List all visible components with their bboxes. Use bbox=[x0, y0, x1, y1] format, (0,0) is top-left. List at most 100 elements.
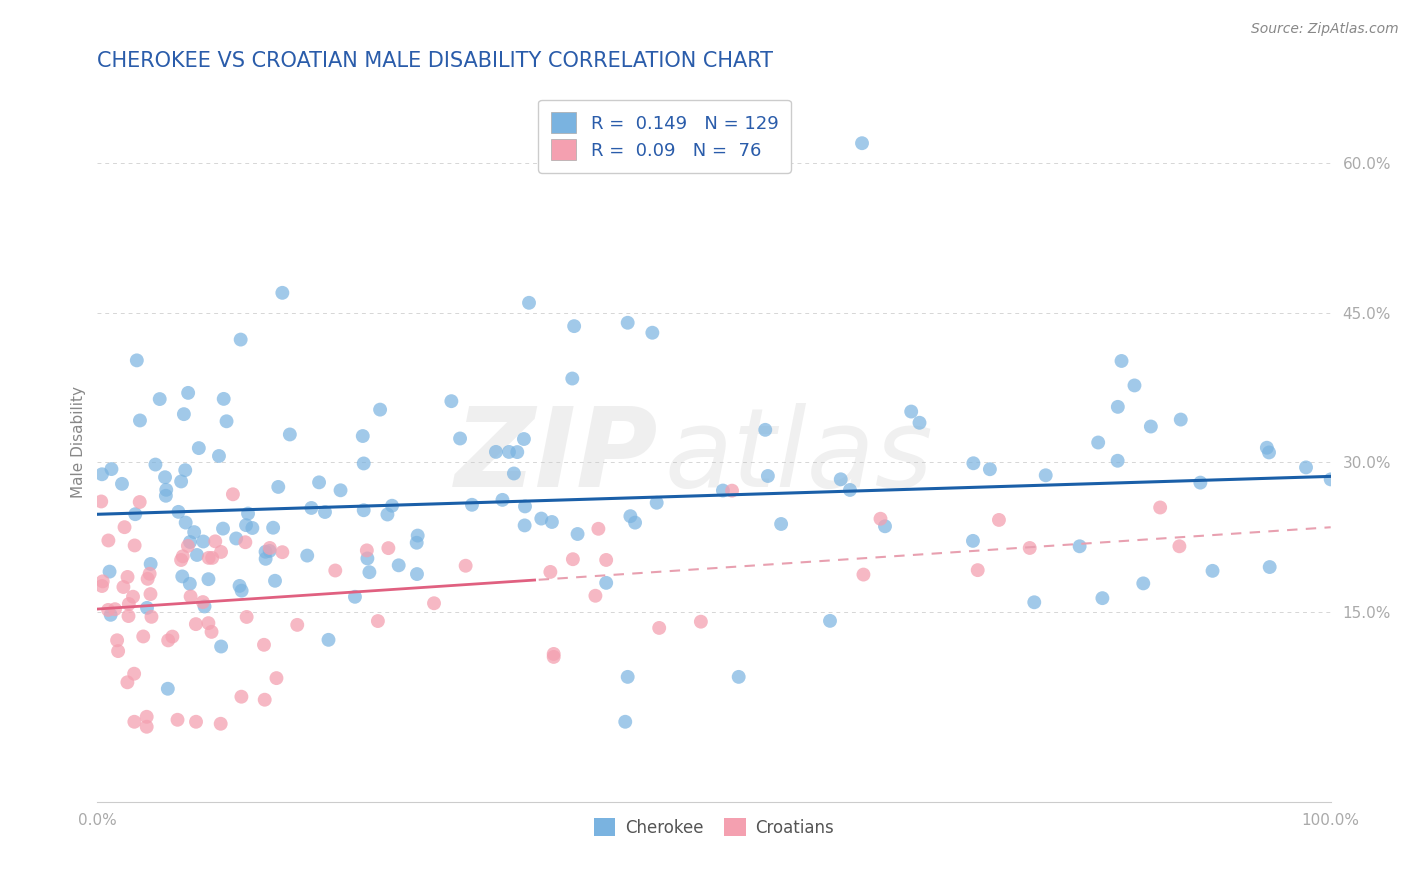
Point bbox=[145, 458, 167, 472]
Point bbox=[266, 671, 288, 685]
Point bbox=[353, 503, 375, 517]
Point bbox=[139, 557, 162, 571]
Point bbox=[1258, 445, 1281, 459]
Point bbox=[231, 690, 253, 704]
Point bbox=[543, 649, 565, 664]
Point bbox=[900, 404, 922, 418]
Point bbox=[225, 532, 247, 546]
Point bbox=[314, 505, 336, 519]
Point bbox=[98, 565, 121, 579]
Point bbox=[561, 552, 583, 566]
Point bbox=[193, 534, 215, 549]
Point bbox=[641, 326, 664, 340]
Point bbox=[212, 392, 235, 406]
Point bbox=[122, 666, 145, 681]
Point bbox=[209, 545, 232, 559]
Text: Source: ZipAtlas.com: Source: ZipAtlas.com bbox=[1251, 22, 1399, 37]
Point bbox=[173, 407, 195, 421]
Point bbox=[595, 575, 617, 590]
Point bbox=[1069, 539, 1091, 553]
Point bbox=[1107, 454, 1129, 468]
Point bbox=[513, 518, 536, 533]
Point bbox=[174, 463, 197, 477]
Point bbox=[236, 507, 259, 521]
Point bbox=[987, 513, 1010, 527]
Point bbox=[517, 295, 540, 310]
Point bbox=[197, 572, 219, 586]
Point bbox=[506, 445, 529, 459]
Point bbox=[107, 644, 129, 658]
Point bbox=[405, 535, 427, 549]
Point bbox=[873, 519, 896, 533]
Point bbox=[308, 475, 330, 490]
Point bbox=[170, 475, 193, 489]
Point bbox=[104, 602, 127, 616]
Point bbox=[966, 563, 988, 577]
Point bbox=[201, 550, 224, 565]
Point bbox=[184, 714, 207, 729]
Point bbox=[149, 392, 172, 406]
Point bbox=[388, 558, 411, 573]
Point bbox=[155, 483, 177, 497]
Point bbox=[614, 714, 637, 729]
Point bbox=[962, 456, 984, 470]
Point bbox=[299, 500, 322, 515]
Point bbox=[200, 624, 222, 639]
Point bbox=[235, 535, 257, 549]
Point bbox=[179, 535, 201, 549]
Point bbox=[1018, 541, 1040, 555]
Point bbox=[491, 492, 513, 507]
Point bbox=[229, 333, 252, 347]
Point bbox=[1132, 576, 1154, 591]
Point bbox=[356, 543, 378, 558]
Point bbox=[177, 539, 200, 553]
Point bbox=[231, 583, 253, 598]
Point bbox=[105, 633, 128, 648]
Point bbox=[616, 670, 638, 684]
Point bbox=[271, 545, 294, 559]
Point bbox=[543, 647, 565, 661]
Point bbox=[215, 414, 238, 428]
Point bbox=[162, 630, 184, 644]
Point bbox=[129, 413, 152, 427]
Point bbox=[136, 572, 159, 586]
Point bbox=[97, 603, 120, 617]
Point bbox=[97, 533, 120, 548]
Point bbox=[253, 692, 276, 706]
Point bbox=[1319, 472, 1341, 486]
Point bbox=[91, 579, 114, 593]
Point bbox=[172, 569, 194, 583]
Point bbox=[343, 590, 366, 604]
Point bbox=[114, 520, 136, 534]
Point bbox=[1256, 441, 1278, 455]
Point bbox=[166, 713, 188, 727]
Point bbox=[1091, 591, 1114, 606]
Point bbox=[367, 614, 389, 628]
Point bbox=[721, 483, 744, 498]
Point bbox=[1201, 564, 1223, 578]
Point bbox=[184, 617, 207, 632]
Text: atlas: atlas bbox=[665, 403, 934, 510]
Point bbox=[235, 518, 257, 533]
Point bbox=[356, 551, 378, 566]
Point bbox=[754, 423, 776, 437]
Point bbox=[1107, 400, 1129, 414]
Point bbox=[278, 427, 301, 442]
Point bbox=[530, 511, 553, 525]
Point bbox=[259, 541, 281, 555]
Point bbox=[262, 521, 284, 535]
Point bbox=[91, 467, 114, 482]
Point bbox=[406, 567, 429, 582]
Point bbox=[727, 670, 749, 684]
Point bbox=[112, 580, 135, 594]
Point bbox=[212, 522, 235, 536]
Point bbox=[254, 545, 277, 559]
Point bbox=[1087, 435, 1109, 450]
Point bbox=[645, 496, 668, 510]
Point bbox=[117, 675, 139, 690]
Point bbox=[253, 638, 276, 652]
Point bbox=[271, 285, 294, 300]
Point bbox=[186, 548, 208, 562]
Point bbox=[138, 566, 160, 581]
Point bbox=[155, 489, 177, 503]
